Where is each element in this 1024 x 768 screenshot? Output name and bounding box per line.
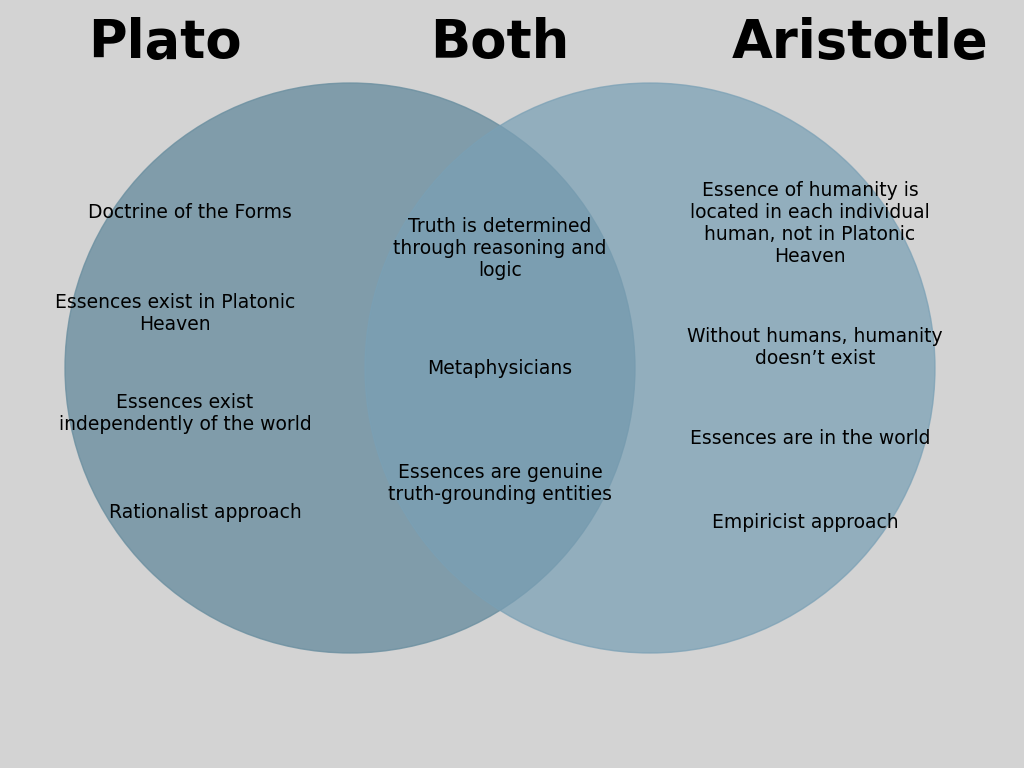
Text: Essences exist
independently of the world: Essences exist independently of the worl… xyxy=(58,392,311,433)
Text: Doctrine of the Forms: Doctrine of the Forms xyxy=(88,204,292,223)
Text: Essences are genuine
truth-grounding entities: Essences are genuine truth-grounding ent… xyxy=(388,462,612,504)
Text: Without humans, humanity
doesn’t exist: Without humans, humanity doesn’t exist xyxy=(687,327,943,369)
Text: Plato: Plato xyxy=(88,17,242,69)
Text: Empiricist approach: Empiricist approach xyxy=(712,514,898,532)
Text: Essences are in the world: Essences are in the world xyxy=(690,429,930,448)
Text: Rationalist approach: Rationalist approach xyxy=(109,504,301,522)
Text: Essences exist in Platonic
Heaven: Essences exist in Platonic Heaven xyxy=(55,293,295,333)
Text: Aristotle: Aristotle xyxy=(732,17,988,69)
Text: Truth is determined
through reasoning and
logic: Truth is determined through reasoning an… xyxy=(393,217,607,280)
Circle shape xyxy=(365,83,935,653)
Text: Both: Both xyxy=(430,17,569,69)
Text: Essence of humanity is
located in each individual
human, not in Platonic
Heaven: Essence of humanity is located in each i… xyxy=(690,180,930,266)
Text: Metaphysicians: Metaphysicians xyxy=(427,359,572,378)
Circle shape xyxy=(65,83,635,653)
